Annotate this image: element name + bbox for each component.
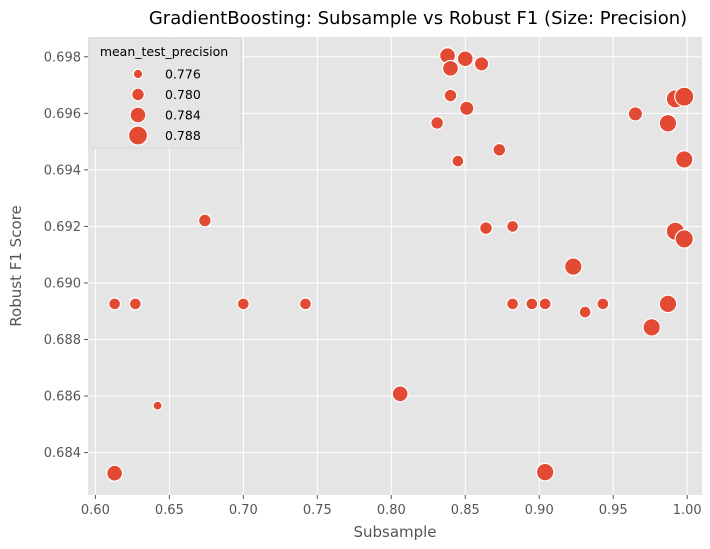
y-tick-label: 0.686 [44,390,81,405]
x-tick-label: 0.90 [525,503,554,518]
data-point [674,86,695,107]
x-tick-label: 0.95 [599,503,628,518]
data-point [578,305,592,319]
legend-label: 0.784 [165,108,201,123]
legend-marker [132,68,144,80]
data-point [451,154,465,168]
data-point [479,221,493,236]
data-point [506,219,520,233]
data-point [108,297,122,311]
data-point [441,59,459,77]
data-point [627,106,644,122]
x-tick-label: 0.85 [451,503,480,518]
legend-marker [131,87,145,102]
x-tick-label: 1.00 [673,503,702,518]
y-tick-label: 0.694 [44,163,81,178]
data-point [473,56,490,72]
legend-marker [127,125,149,146]
x-tick-label: 0.60 [81,503,110,518]
legend-marker [129,106,147,124]
legend: mean_test_precision 0.776 0.780 0.784 0.788 [88,37,242,149]
data-point [456,50,474,68]
legend-items: 0.776 0.780 0.784 0.788 [127,67,201,146]
y-tick-label: 0.690 [44,276,81,291]
data-point [525,297,539,311]
data-point [430,116,445,130]
x-tick-label: 0.70 [229,503,258,518]
data-point [492,142,507,157]
y-axis-ticks: 0.684 0.686 0.688 0.690 0.692 0.694 0.696 0.698 [44,50,88,461]
legend-title: mean_test_precision [100,44,228,59]
legend-label: 0.788 [165,128,201,143]
data-point [443,88,458,103]
x-tick-label: 0.65 [155,503,184,518]
data-point [563,257,583,276]
y-tick-label: 0.688 [44,333,81,348]
x-tick-label: 0.75 [303,503,332,518]
data-point [642,318,661,337]
data-point [391,385,409,403]
y-tick-label: 0.698 [44,50,81,65]
data-point [538,297,552,311]
data-point [658,113,678,133]
x-axis-label: Subsample [353,523,436,541]
data-point [236,297,250,311]
data-point [298,297,312,311]
data-point [106,464,124,482]
y-axis-label: Robust F1 Score [7,205,25,326]
data-points [106,47,695,482]
data-point [674,229,694,249]
data-point [674,150,694,169]
y-tick-label: 0.684 [44,446,81,461]
legend-label: 0.780 [165,87,201,102]
legend-label: 0.776 [165,67,201,82]
x-tick-label: 0.80 [377,503,406,518]
data-point [128,297,142,311]
data-point [596,297,610,311]
y-tick-label: 0.696 [44,107,81,122]
data-point [506,297,520,311]
y-tick-label: 0.692 [44,220,81,235]
legend-box [88,37,242,149]
data-point [459,100,475,116]
chart-title: GradientBoosting: Subsample vs Robust F1… [149,8,687,29]
data-point [535,462,555,482]
data-point [152,400,163,411]
x-axis-ticks: 0.60 0.65 0.70 0.75 0.80 0.85 0.90 0.95 1.00 [81,495,702,518]
data-point [658,294,678,314]
data-point [197,213,212,228]
